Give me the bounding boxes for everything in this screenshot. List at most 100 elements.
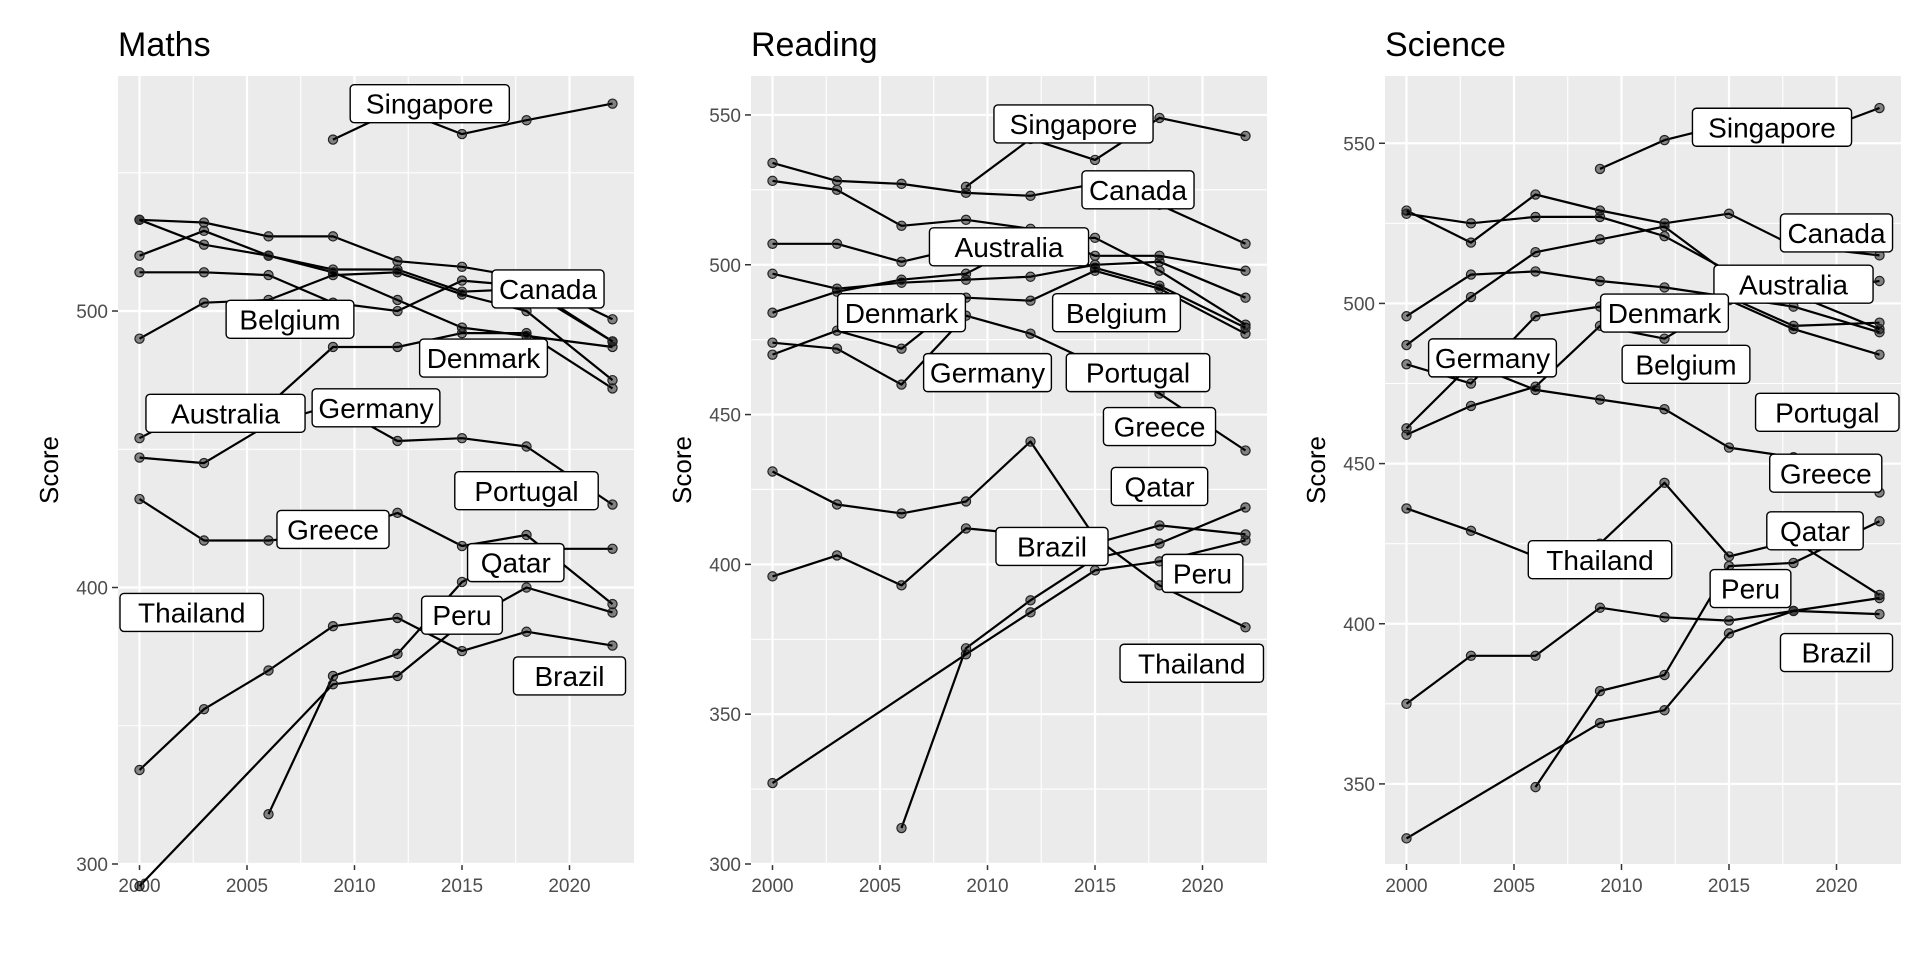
data-point-singapore [1089, 154, 1101, 166]
x-tick-label: 2005 [1493, 876, 1535, 897]
data-point-australia [1659, 230, 1670, 242]
data-point-greece [1723, 442, 1735, 453]
series-label-canada: Canada [499, 274, 598, 305]
data-point-belgium [1401, 311, 1412, 322]
series-label-box-brazil [995, 526, 1109, 567]
data-point-brazil [1723, 615, 1735, 626]
data-point-australia [198, 239, 210, 250]
data-point-peru [521, 582, 532, 593]
data-point-denmark [1401, 359, 1412, 370]
series-label-box-qatar [1110, 466, 1209, 507]
series-label-thailand: Thailand [1138, 648, 1245, 679]
data-point-belgium [1594, 275, 1606, 287]
series-label-peru: Peru [1173, 558, 1232, 589]
data-point-singapore [607, 98, 618, 109]
data-point-thailand [1659, 477, 1670, 489]
x-tick-label: 2010 [1600, 876, 1642, 897]
panel-title: Maths [118, 26, 211, 64]
data-point-belgium [1874, 327, 1885, 338]
series-label-thailand: Thailand [138, 597, 245, 628]
data-point-australia [1401, 208, 1412, 219]
data-point-singapore [1874, 102, 1885, 114]
data-point-canada [831, 175, 843, 187]
series-label-portugal: Portugal [1086, 358, 1190, 389]
y-tick-label: 350 [709, 705, 741, 726]
data-point-brazil [134, 764, 145, 776]
data-point-australia [392, 294, 403, 306]
series-line-qatar [900, 506, 1246, 829]
data-point-thailand [1025, 436, 1036, 447]
series-label-box-denmark [418, 338, 549, 378]
data-point-brazil [960, 523, 972, 534]
data-point-germany [1089, 232, 1101, 243]
series-label-box-canada [1779, 213, 1894, 253]
series-label-belgium: Belgium [1066, 298, 1167, 329]
data-point-canada [1530, 189, 1541, 200]
y-tick-label: 450 [1343, 455, 1375, 476]
y-tick-label: 400 [709, 555, 741, 576]
data-point-thailand [521, 529, 532, 541]
series-label-box-australia [1713, 264, 1874, 304]
series-label-germany: Germany [318, 393, 433, 424]
series-label-australia: Australia [1739, 269, 1848, 300]
series-label-singapore: Singapore [1708, 112, 1836, 143]
x-tick-label: 2010 [966, 876, 1008, 897]
data-point-belgium [198, 225, 210, 237]
series-line-portugal [772, 269, 1247, 356]
data-point-belgium [1530, 266, 1541, 277]
series-label-box-brazil [512, 656, 627, 696]
series-label-belgium: Belgium [239, 304, 340, 335]
series-label-greece: Greece [1114, 412, 1206, 443]
data-point-singapore [456, 128, 468, 140]
data-point-singapore [1240, 130, 1251, 142]
data-point-germany [767, 307, 778, 318]
series-label-australia: Australia [955, 232, 1064, 263]
series-line-peru [138, 586, 613, 887]
data-point-brazil [831, 550, 843, 561]
data-point-germany [456, 289, 468, 300]
y-tick-label: 500 [1343, 294, 1375, 315]
data-point-greece [607, 499, 618, 510]
data-point-qatar [1659, 669, 1670, 681]
data-point-qatar [327, 670, 339, 682]
data-point-portugal [521, 327, 532, 339]
series-label-box-greece [1102, 406, 1217, 447]
data-point-germany [392, 267, 403, 278]
series-label-belgium: Belgium [1635, 349, 1736, 380]
x-tick-label: 2015 [1074, 876, 1116, 897]
series-label-box-germany [311, 388, 441, 428]
data-point-greece [1240, 445, 1251, 456]
data-point-australia [1240, 265, 1251, 276]
data-point-greece [896, 379, 907, 390]
data-point-canada [896, 178, 907, 190]
data-point-germany [1594, 234, 1606, 245]
data-point-germany [134, 333, 145, 344]
y-axis-title: Score [34, 436, 64, 504]
data-point-portugal [1240, 328, 1251, 339]
series-line-brazil [138, 616, 613, 771]
series-label-denmark: Denmark [1608, 298, 1723, 329]
series-label-box-denmark [1599, 293, 1730, 333]
x-tick-label: 2000 [751, 876, 793, 897]
series-line-australia [139, 218, 613, 349]
data-point-denmark [392, 305, 403, 317]
data-point-canada [607, 314, 618, 325]
series-label-greece: Greece [287, 515, 379, 546]
series-label-box-canada [1081, 170, 1195, 210]
series-label-box-belgium [225, 299, 355, 340]
data-point-australia [134, 214, 145, 225]
data-point-greece [456, 433, 468, 444]
data-point-greece [1025, 328, 1036, 339]
data-point-germany [1874, 323, 1885, 335]
data-point-canada [198, 217, 210, 228]
data-point-germany [896, 274, 907, 285]
series-label-peru: Peru [432, 600, 491, 631]
x-tick-label: 2020 [1815, 876, 1857, 897]
series-label-portugal: Portugal [474, 476, 578, 507]
data-point-canada [1465, 237, 1477, 248]
data-point-germany [1465, 291, 1477, 303]
data-point-qatar [263, 809, 274, 820]
series-label-box-singapore [1691, 107, 1853, 147]
series-label-box-singapore [349, 83, 511, 124]
data-point-brazil [607, 640, 618, 651]
